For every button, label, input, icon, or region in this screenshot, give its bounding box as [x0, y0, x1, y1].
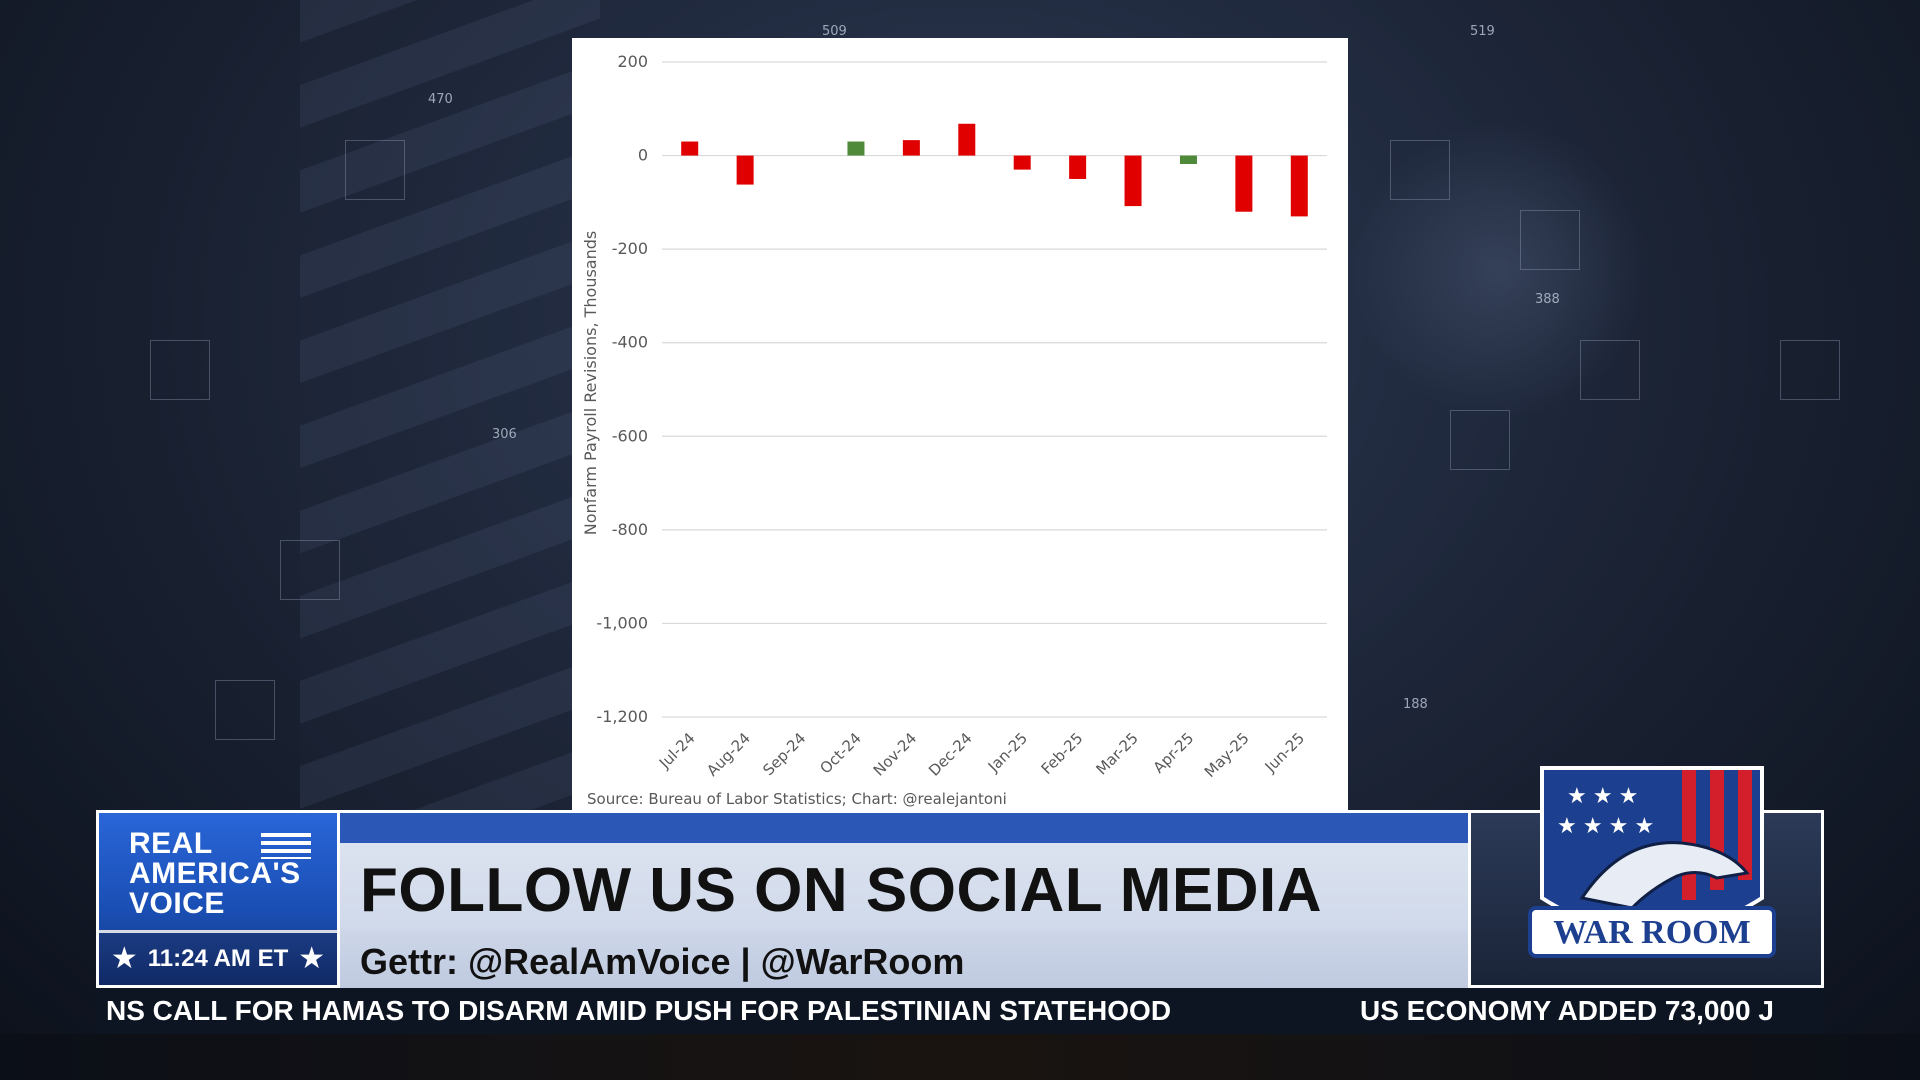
ticker-item: NS CALL FOR HAMAS TO DISARM AMID PUSH FO… — [106, 995, 1172, 1026]
background-eagle — [1350, 120, 1650, 420]
bar-jun-25 — [1290, 155, 1308, 217]
x-tick-label: Jul-24 — [655, 729, 699, 773]
chart-y-axis-label: Nonfarm Payroll Revisions, Thousands — [581, 231, 600, 536]
y-tick-label: 200 — [617, 52, 648, 71]
background-box — [280, 540, 340, 600]
headline: FOLLOW US ON SOCIAL MEDIA — [360, 856, 1322, 925]
y-tick-label: -400 — [612, 333, 648, 352]
y-tick-label: -1,200 — [596, 707, 648, 726]
y-tick-label: -800 — [612, 520, 648, 539]
ticker-item: US ECONOMY ADDED 73,000 J — [1360, 995, 1774, 1026]
y-tick-label: -1,000 — [596, 613, 648, 632]
news-ticker: NS CALL FOR HAMAS TO DISARM AMID PUSH FO… — [96, 988, 1824, 1034]
lower-third: REAL AMERICA'S VOICE ★ 11:24 AM ET ★ FOL… — [96, 766, 1824, 988]
bottom-strip — [0, 1034, 1920, 1080]
background-number: 519 — [1470, 24, 1495, 39]
x-tick-label: Jan-25 — [984, 729, 1031, 776]
svg-text:★ ★ ★: ★ ★ ★ — [1567, 783, 1638, 808]
headline-topbar — [340, 813, 1468, 843]
background-number: 388 — [1535, 292, 1560, 307]
x-tick-label: May-25 — [1201, 729, 1253, 781]
background-box — [1580, 340, 1640, 400]
x-tick-label: Jun-25 — [1261, 729, 1308, 776]
x-tick-label: Nov-24 — [870, 729, 920, 779]
x-tick-label: Mar-25 — [1092, 729, 1141, 778]
x-tick-label: Aug-24 — [703, 729, 754, 780]
background-number: 188 — [1403, 697, 1428, 712]
bar-feb-25 — [1069, 155, 1087, 179]
clock-time: 11:24 AM ET — [147, 945, 289, 972]
x-tick-label: Feb-25 — [1038, 729, 1087, 778]
y-tick-label: 0 — [638, 146, 648, 165]
star-icon: ★ — [298, 942, 326, 975]
background-box — [1520, 210, 1580, 270]
y-tick-label: -600 — [612, 426, 648, 445]
flag-icon — [261, 833, 311, 859]
time-bar: ★ 11:24 AM ET ★ — [99, 930, 337, 985]
background-number: 306 — [492, 427, 517, 442]
subline: Gettr: @RealAmVoice | @WarRoom — [360, 941, 965, 982]
x-tick-label: Sep-24 — [759, 729, 809, 779]
background-box — [345, 140, 405, 200]
background-box — [1450, 410, 1510, 470]
subline-bar — [340, 931, 1468, 988]
network-logo: REAL AMERICA'S VOICE ★ 11:24 AM ET ★ — [96, 810, 340, 988]
y-tick-label: -200 — [612, 239, 648, 258]
bar-may-25 — [1235, 155, 1253, 212]
background-box — [1390, 140, 1450, 200]
background-box — [1780, 340, 1840, 400]
x-tick-label: Dec-24 — [925, 729, 976, 780]
svg-text:★ ★ ★ ★: ★ ★ ★ ★ — [1557, 813, 1654, 838]
bar-oct-24 — [847, 141, 865, 156]
war-room-logo-text: WAR ROOM — [1553, 914, 1750, 951]
network-name: REAL AMERICA'S VOICE — [129, 827, 301, 920]
x-tick-label: Apr-25 — [1150, 729, 1198, 777]
bar-dec-24 — [958, 123, 976, 156]
background-box — [215, 680, 275, 740]
headline-box: FOLLOW US ON SOCIAL MEDIA Gettr: @RealAm… — [340, 810, 1468, 988]
bar-jan-25 — [1013, 155, 1031, 170]
bar-jul-24 — [681, 141, 699, 156]
bar-aug-24 — [736, 155, 754, 185]
bar-nov-24 — [902, 140, 920, 156]
star-icon: ★ — [110, 942, 138, 975]
chart-source-note: Source: Bureau of Labor Statistics; Char… — [587, 790, 1007, 808]
background-box — [150, 340, 210, 400]
bar-mar-25 — [1124, 155, 1142, 207]
background-number: 470 — [428, 92, 453, 107]
x-tick-label: Oct-24 — [816, 729, 864, 777]
war-room-logo: ★ ★ ★ ★ ★ ★ ★ WAR ROOM — [1528, 766, 1776, 958]
background-number: 509 — [822, 24, 847, 39]
chart-panel: 200 0 -200 -400 -600 -800 -1,000 -1,200 Jul-24 A… — [572, 38, 1348, 810]
background-flag — [300, 0, 600, 860]
bar-apr-25 — [1179, 155, 1197, 164]
